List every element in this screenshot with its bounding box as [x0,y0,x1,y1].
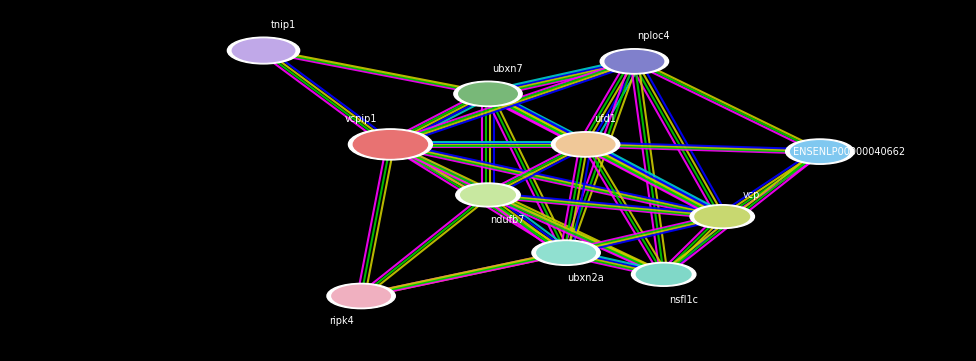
Circle shape [348,129,432,160]
Text: tnip1: tnip1 [270,20,296,30]
Circle shape [454,81,522,106]
Text: nploc4: nploc4 [637,31,671,41]
Circle shape [631,262,696,286]
Circle shape [695,206,750,227]
Text: ubxn2a: ubxn2a [567,273,604,283]
Text: ubxn7: ubxn7 [492,64,523,74]
Circle shape [551,132,620,157]
Circle shape [353,131,427,158]
Circle shape [532,240,600,265]
Circle shape [327,283,395,309]
Circle shape [791,141,849,162]
Circle shape [332,285,390,307]
Circle shape [600,49,669,74]
Circle shape [690,205,754,229]
Text: vcpip1: vcpip1 [345,114,378,124]
Text: ENSENLP00000040662: ENSENLP00000040662 [793,147,905,157]
Text: nsfl1c: nsfl1c [669,295,698,305]
Circle shape [459,83,517,105]
Circle shape [786,139,854,164]
Circle shape [636,264,691,284]
Circle shape [537,242,595,264]
Circle shape [232,39,295,62]
Circle shape [227,37,300,64]
Text: ufd1: ufd1 [594,114,616,124]
Circle shape [605,51,664,72]
Circle shape [556,134,615,155]
Circle shape [456,183,520,207]
Text: vcp: vcp [743,190,760,200]
Text: ndufb7: ndufb7 [490,215,525,225]
Circle shape [461,185,515,205]
Text: ripk4: ripk4 [329,316,354,326]
